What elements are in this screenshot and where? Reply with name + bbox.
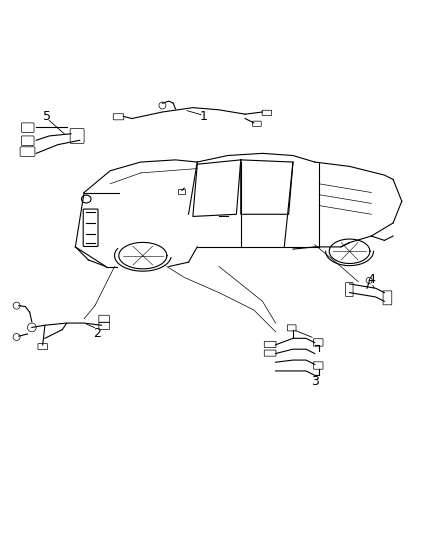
Text: 3: 3	[311, 375, 319, 389]
Text: 2: 2	[93, 327, 101, 341]
Text: 1: 1	[200, 110, 208, 123]
Text: 5: 5	[43, 110, 51, 123]
Text: 4: 4	[367, 273, 375, 286]
